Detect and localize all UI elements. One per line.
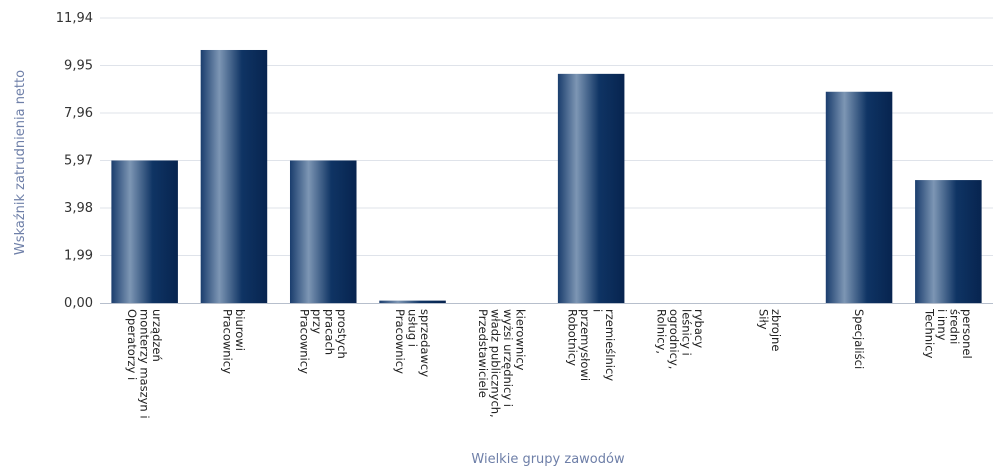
x-category-label-line: władz publicznych, bbox=[489, 309, 503, 418]
x-category-label-line: wyżsi urzędnicy i bbox=[501, 309, 515, 407]
y-axis-ticks: 0,00 1,99 3,98 5,97 7,96 9,95 11,94 bbox=[56, 11, 93, 311]
x-category-label-line: Specjaliści bbox=[852, 309, 866, 369]
y-axis-title: Wskaźnik zatrudnienia netto bbox=[13, 70, 28, 255]
x-category-label-line: rybacy bbox=[692, 309, 706, 348]
x-category-label-line: i bbox=[590, 309, 604, 312]
bar bbox=[379, 300, 446, 303]
x-category-label-line: biurowi bbox=[233, 309, 247, 351]
x-category-label-line: Pracownicy bbox=[298, 309, 312, 374]
x-category-label-line: Przedstawiciele bbox=[476, 309, 490, 398]
x-category-label-line: Operatorzy i bbox=[125, 309, 139, 380]
x-category-label-line: przy bbox=[310, 309, 324, 334]
x-category-label-line: sprzedawcy bbox=[418, 309, 432, 377]
y-tick-label: 7,96 bbox=[64, 106, 93, 121]
x-category-label-line: Technicy bbox=[923, 308, 937, 359]
x-category-label-line: ogrodnicy, bbox=[667, 309, 681, 369]
x-category-label-line: usług i bbox=[406, 309, 420, 347]
bar bbox=[200, 49, 268, 303]
x-category-label-line: Robotnicy bbox=[565, 309, 579, 366]
x-category-label-line: Pracownicy bbox=[221, 309, 235, 374]
x-category-label-line: Siły bbox=[757, 309, 771, 330]
bar bbox=[289, 160, 357, 303]
x-category-label-line: leśnicy i bbox=[680, 309, 694, 356]
y-tick-label: 1,99 bbox=[64, 249, 93, 264]
x-category-label-line: urządzeń bbox=[150, 309, 164, 362]
x-category-label-line: Pracownicy bbox=[393, 309, 407, 374]
x-axis-title: Wielkie grupy zawodów bbox=[471, 452, 625, 467]
x-category-label-line: przemysłowi bbox=[578, 309, 592, 381]
bar bbox=[915, 180, 982, 303]
bar bbox=[557, 73, 625, 303]
y-tick-label: 9,95 bbox=[64, 59, 93, 74]
y-tick-label: 0,00 bbox=[64, 296, 93, 311]
x-category-label: Specjaliści bbox=[852, 309, 866, 369]
x-category-label-line: Rolnicy, bbox=[655, 309, 669, 354]
x-category-label-line: prostych bbox=[335, 309, 349, 359]
x-category-label-line: personel bbox=[960, 309, 974, 359]
y-tick-label: 5,97 bbox=[64, 154, 93, 169]
bar bbox=[825, 91, 893, 303]
x-category-label-line: pracach bbox=[323, 309, 337, 355]
x-category-label-line: zbrojne bbox=[769, 309, 783, 351]
bar bbox=[111, 160, 178, 303]
y-tick-label: 11,94 bbox=[56, 11, 93, 26]
x-category-label-line: monterzy maszyn i bbox=[138, 309, 152, 419]
bars bbox=[111, 49, 982, 303]
x-category-label-line: kierownicy bbox=[514, 309, 528, 371]
x-category-label-line: średni bbox=[948, 309, 962, 344]
x-category-label-line: rzemieślnicy bbox=[603, 309, 617, 381]
y-tick-label: 3,98 bbox=[64, 201, 93, 216]
x-category-label-line: i inny bbox=[935, 309, 949, 341]
